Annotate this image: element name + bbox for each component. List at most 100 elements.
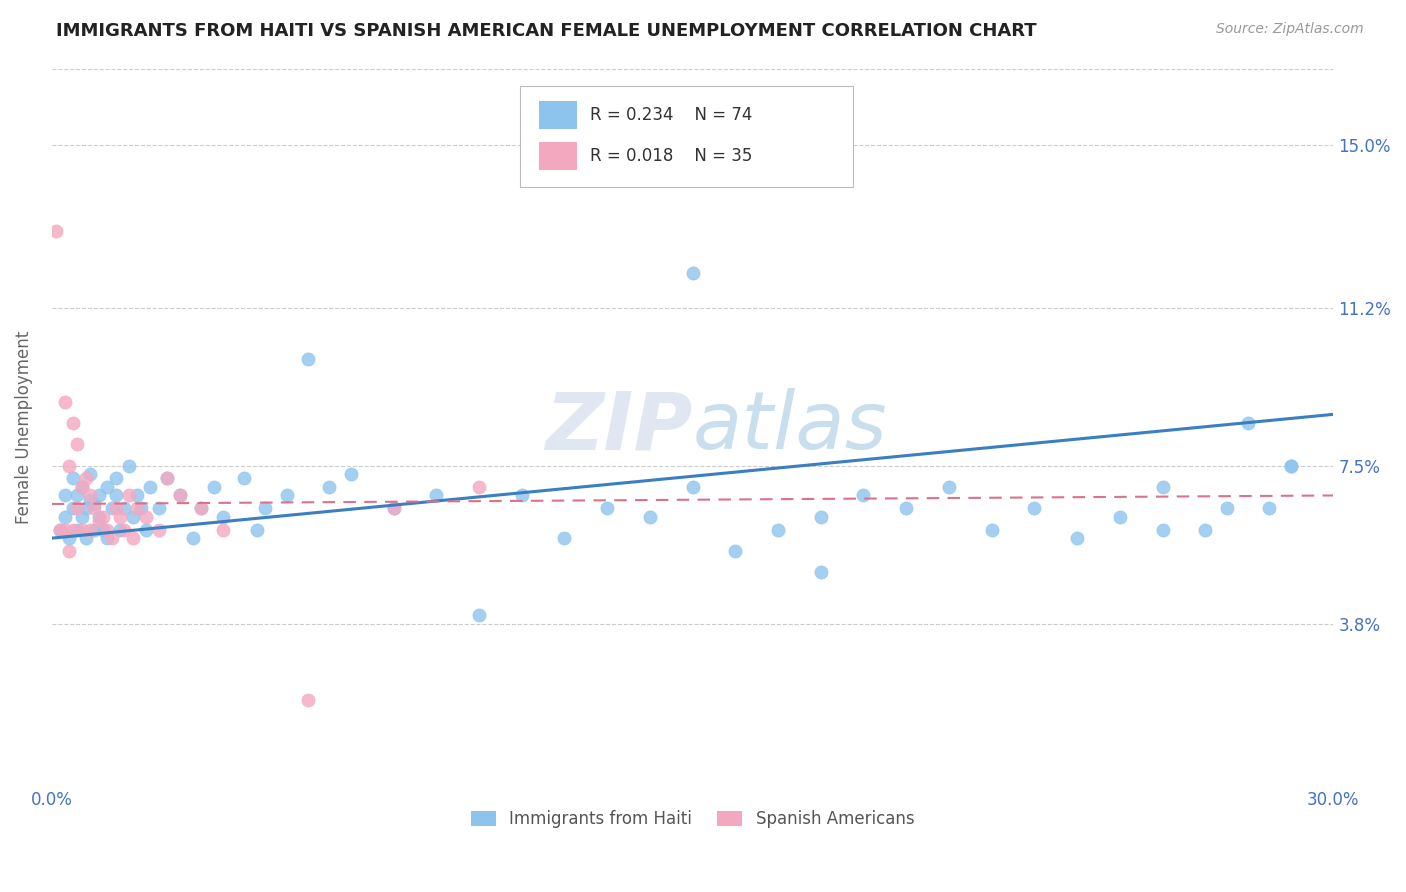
Point (104, 471, 127, 485)
Text: ZIP: ZIP (546, 388, 693, 467)
Point (66, 488, 89, 502)
Point (1066, 531, 1088, 545)
Point (58, 458, 80, 473)
Point (100, 501, 122, 516)
Point (75, 501, 97, 516)
Point (112, 501, 135, 516)
Point (108, 523, 131, 537)
Point (382, 501, 405, 516)
Point (70, 480, 93, 494)
Point (53, 394, 76, 409)
Point (1152, 480, 1174, 494)
Point (53, 509, 76, 524)
Point (139, 480, 162, 494)
Point (211, 509, 233, 524)
Point (1237, 416, 1260, 430)
Point (297, 693, 319, 707)
Point (62, 501, 84, 516)
Point (70, 480, 93, 494)
Text: IMMIGRANTS FROM HAITI VS SPANISH AMERICAN FEMALE UNEMPLOYMENT CORRELATION CHART: IMMIGRANTS FROM HAITI VS SPANISH AMERICA… (56, 22, 1036, 40)
Point (75, 531, 97, 545)
Point (62, 416, 84, 430)
Point (938, 480, 960, 494)
Point (104, 501, 127, 516)
Point (58, 544, 80, 558)
Point (66, 501, 89, 516)
Point (1279, 458, 1302, 473)
Point (135, 509, 157, 524)
Point (276, 488, 298, 502)
Point (297, 351, 319, 366)
Point (53, 523, 76, 537)
Bar (538, 142, 578, 170)
Point (127, 501, 149, 516)
Point (53, 488, 76, 502)
Point (1258, 501, 1281, 516)
Point (83, 497, 105, 511)
Point (724, 544, 747, 558)
Point (83, 501, 105, 516)
Point (70, 509, 93, 524)
Point (100, 531, 122, 545)
Point (79, 488, 101, 502)
Point (169, 488, 191, 502)
Text: atlas: atlas (693, 388, 887, 467)
Text: R = 0.234    N = 74: R = 0.234 N = 74 (591, 106, 752, 124)
Point (131, 501, 153, 516)
Point (62, 471, 84, 485)
Point (425, 488, 447, 502)
Point (340, 467, 363, 482)
Point (980, 523, 1002, 537)
Point (1194, 523, 1216, 537)
Point (122, 531, 145, 545)
Point (190, 501, 212, 516)
Point (682, 480, 704, 494)
Point (468, 480, 491, 494)
Point (246, 523, 269, 537)
Point (79, 467, 101, 482)
Point (810, 509, 832, 524)
Point (96, 531, 118, 545)
Point (233, 471, 256, 485)
Point (66, 523, 89, 537)
Y-axis label: Female Unemployment: Female Unemployment (15, 331, 32, 524)
Point (49, 523, 72, 537)
Point (202, 480, 225, 494)
Point (104, 488, 127, 502)
Point (156, 471, 179, 485)
Point (58, 531, 80, 545)
Point (87, 509, 110, 524)
Point (135, 523, 157, 537)
Point (70, 523, 93, 537)
Point (254, 501, 277, 516)
Point (148, 501, 170, 516)
Point (382, 501, 405, 516)
Legend: Immigrants from Haiti, Spanish Americans: Immigrants from Haiti, Spanish Americans (464, 804, 921, 835)
Point (96, 523, 118, 537)
Point (117, 458, 139, 473)
Point (852, 488, 875, 502)
Point (1215, 501, 1237, 516)
Text: Source: ZipAtlas.com: Source: ZipAtlas.com (1216, 22, 1364, 37)
Point (596, 501, 619, 516)
Point (108, 509, 131, 524)
Point (91, 509, 114, 524)
Point (553, 531, 575, 545)
Point (510, 488, 533, 502)
Point (75, 471, 97, 485)
Point (318, 480, 340, 494)
Point (117, 488, 139, 502)
Point (127, 488, 149, 502)
FancyBboxPatch shape (520, 87, 853, 186)
Point (1024, 501, 1046, 516)
Point (83, 523, 105, 537)
Point (181, 531, 204, 545)
Point (112, 523, 135, 537)
Text: R = 0.018    N = 35: R = 0.018 N = 35 (591, 147, 752, 165)
Point (96, 480, 118, 494)
Point (169, 488, 191, 502)
Point (211, 523, 233, 537)
Bar (538, 101, 578, 129)
Point (190, 501, 212, 516)
Point (1152, 523, 1174, 537)
